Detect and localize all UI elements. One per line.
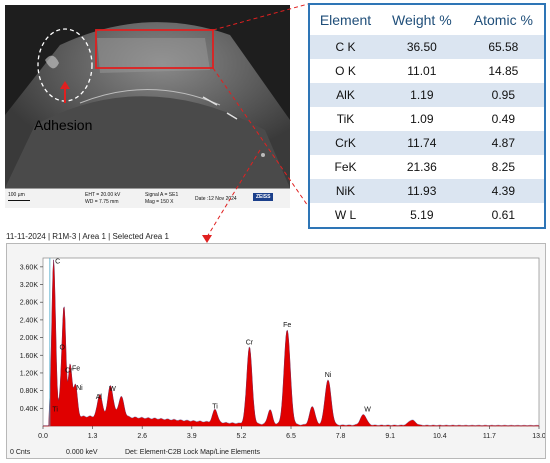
date-label: Date :12 Nov 2024 (195, 196, 237, 202)
element-cell: TiK (309, 107, 381, 131)
table-row: CrK 11.74 4.87 (309, 131, 545, 155)
x-tick-label: 2.6 (137, 433, 147, 440)
peak-label: Ti (212, 404, 218, 411)
table-row: NiK 11.93 4.39 (309, 179, 545, 203)
element-cell: W L (309, 203, 381, 228)
x-tick-label: 13.0 (532, 433, 545, 440)
y-tick-label: 0.80K (20, 388, 39, 395)
weight-cell: 5.19 (381, 203, 463, 228)
peak-label: W (109, 386, 116, 393)
peak-label: Cr (65, 367, 73, 374)
x-tick-label: 7.8 (336, 433, 346, 440)
kev-readout: 0.000 keV (66, 449, 98, 456)
x-tick-label: 0.0 (38, 433, 48, 440)
zeiss-logo: ZEISS (253, 193, 274, 201)
sem-info-bar: 100 µm EHT = 20.00 kV WD = 7.75 mm Signa… (5, 188, 290, 208)
signal-label: Signal A = SE1 (145, 192, 179, 198)
y-tick-label: 2.80K (20, 300, 39, 307)
table-header-row: Element Weight % Atomic % (309, 4, 545, 35)
eht-label: EHT = 20.00 kV (85, 192, 121, 198)
peak-label: Ti (52, 407, 58, 414)
peak-label: Fe (283, 322, 291, 329)
peak-label: Al (96, 394, 103, 401)
peak-label: Fe (72, 365, 80, 372)
peak-label: C (55, 259, 60, 266)
wd-label: WD = 7.75 mm (85, 199, 119, 205)
element-cell: O K (309, 59, 381, 83)
spectrum-chart: 0.40K 0.80K 1.20K 1.60K 2.00K 2.40K 2.80K 3.20K… (20, 257, 546, 440)
scale-label: 100 µm (8, 192, 25, 198)
weight-cell: 1.09 (381, 107, 463, 131)
peak-label: O (59, 344, 65, 351)
header-element: Element (309, 4, 381, 35)
weight-cell: 11.74 (381, 131, 463, 155)
peak-label: Cr (246, 340, 254, 347)
table-row: W L 5.19 0.61 (309, 203, 545, 228)
adhesion-label: Adhesion (34, 117, 93, 133)
atomic-cell: 65.58 (462, 35, 545, 59)
element-cell: FeK (309, 155, 381, 179)
spectrum-header: 11-11-2024 | R1M-3 | Area 1 | Selected A… (6, 232, 169, 241)
x-tick-label: 10.4 (433, 433, 447, 440)
table-row: C K 36.50 65.58 (309, 35, 545, 59)
scale-bar (8, 200, 30, 201)
atomic-cell: 4.39 (462, 179, 545, 203)
atomic-cell: 4.87 (462, 131, 545, 155)
x-tick-label: 9.1 (385, 433, 395, 440)
atomic-cell: 0.61 (462, 203, 545, 228)
weight-cell: 11.93 (381, 179, 463, 203)
y-tick-label: 1.20K (20, 370, 39, 377)
y-tick-label: 3.60K (20, 264, 39, 271)
sem-image (5, 5, 290, 188)
detector-readout: Det: Element-C2B Lock Map/Line Elements (125, 449, 261, 456)
y-tick-label: 0.40K (20, 406, 39, 413)
table-row: TiK 1.09 0.49 (309, 107, 545, 131)
weight-cell: 36.50 (381, 35, 463, 59)
peak-label: Ni (325, 372, 332, 379)
y-tick-label: 2.40K (20, 317, 39, 324)
x-tick-label: 6.5 (286, 433, 296, 440)
selected-area-box (95, 29, 214, 69)
element-cell: NiK (309, 179, 381, 203)
weight-cell: 21.36 (381, 155, 463, 179)
table-row: FeK 21.36 8.25 (309, 155, 545, 179)
x-tick-label: 1.3 (88, 433, 98, 440)
element-cell: C K (309, 35, 381, 59)
element-cell: AlK (309, 83, 381, 107)
spectrum-panel: 0.40K 0.80K 1.20K 1.60K 2.00K 2.40K 2.80K 3.20K… (6, 243, 546, 459)
element-cell: CrK (309, 131, 381, 155)
header-weight: Weight % (381, 4, 463, 35)
table-row: O K 11.01 14.85 (309, 59, 545, 83)
peak-label: Ni (76, 385, 83, 392)
sem-micrograph: Adhesion 100 µm EHT = 20.00 kV WD = 7.75… (5, 5, 290, 208)
atomic-cell: 14.85 (462, 59, 545, 83)
weight-cell: 1.19 (381, 83, 463, 107)
x-tick-label: 3.9 (187, 433, 197, 440)
atomic-cell: 0.49 (462, 107, 545, 131)
header-atomic: Atomic % (462, 4, 545, 35)
y-tick-label: 3.20K (20, 282, 39, 289)
atomic-cell: 8.25 (462, 155, 545, 179)
x-tick-label: 11.7 (483, 433, 496, 440)
y-tick-label: 1.60K (20, 353, 39, 360)
counts-readout: 0 Cnts (10, 449, 31, 456)
x-tick-label: 5.2 (237, 433, 247, 440)
weight-cell: 11.01 (381, 59, 463, 83)
y-tick-label: 2.00K (20, 335, 39, 342)
table-row: AlK 1.19 0.95 (309, 83, 545, 107)
atomic-cell: 0.95 (462, 83, 545, 107)
peak-label: W (364, 406, 371, 413)
spectrum-outline (43, 259, 540, 426)
mag-label: Mag = 150 X (145, 199, 174, 205)
element-table: Element Weight % Atomic % C K 36.50 65.5… (308, 3, 546, 229)
